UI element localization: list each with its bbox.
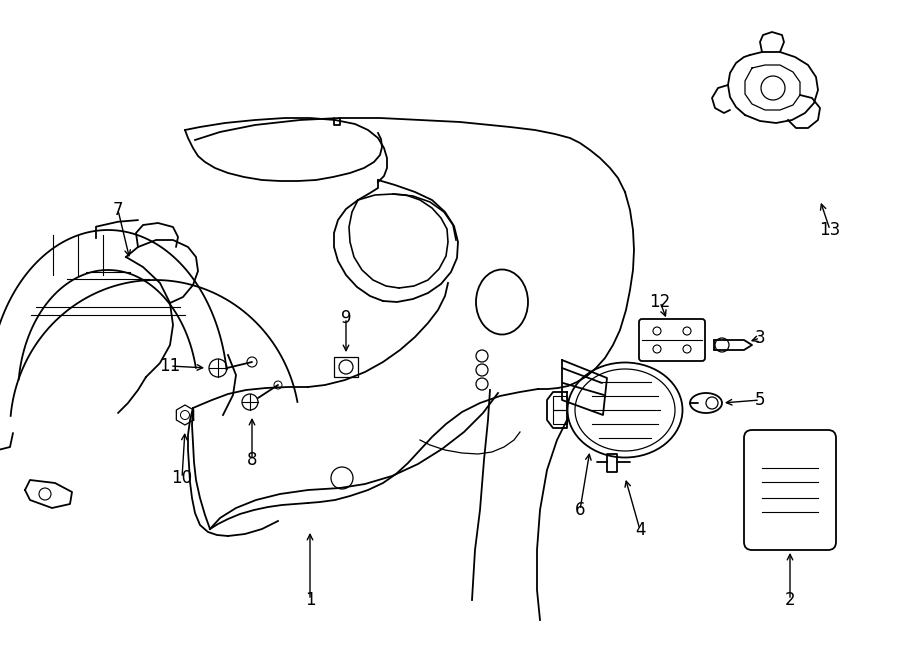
Bar — [553, 396, 567, 410]
Text: 8: 8 — [247, 451, 257, 469]
Text: 10: 10 — [171, 469, 193, 487]
Text: 11: 11 — [159, 357, 181, 375]
Bar — [334, 357, 358, 377]
Text: 13: 13 — [819, 221, 841, 239]
Bar — [553, 410, 567, 424]
Text: 3: 3 — [755, 329, 765, 347]
Text: 1: 1 — [305, 591, 315, 609]
Text: 12: 12 — [650, 293, 670, 311]
Text: 2: 2 — [785, 591, 796, 609]
Text: 7: 7 — [112, 201, 123, 219]
Text: 4: 4 — [634, 521, 645, 539]
Text: 6: 6 — [575, 501, 585, 519]
Text: 9: 9 — [341, 309, 351, 327]
Text: 5: 5 — [755, 391, 765, 409]
